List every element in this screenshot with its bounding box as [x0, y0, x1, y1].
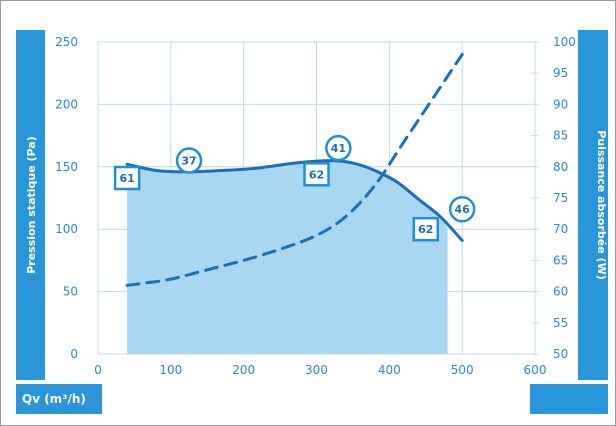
y-right-tick-label: 95 [553, 66, 568, 80]
x-tick-label: 400 [378, 363, 401, 377]
y-axis-right-title: Puissance absorbée (W) [595, 130, 608, 279]
y-axis-left-title: Pression statique (Pa) [25, 136, 38, 274]
y-right-tick-label: 80 [553, 160, 568, 174]
annotation-label: 37 [181, 155, 196, 168]
y-right-tick-label: 70 [553, 222, 568, 236]
x-tick-label: 300 [305, 363, 328, 377]
x-tick-label: 600 [524, 363, 547, 377]
y-left-tick-label: 100 [55, 222, 78, 236]
x-tick-label: 100 [159, 363, 182, 377]
y-right-tick-label: 100 [553, 35, 576, 49]
x-tick-label: 0 [94, 363, 102, 377]
y-left-tick-label: 50 [63, 285, 78, 299]
annotation-label: 46 [455, 203, 471, 216]
annotation-label: 61 [119, 172, 134, 185]
y-left-tick-label: 250 [55, 35, 78, 49]
y-left-tick-label: 150 [55, 160, 78, 174]
operating-area [127, 161, 448, 354]
shaded-area-layer [127, 161, 448, 354]
x-tick-label: 200 [232, 363, 255, 377]
y-right-tick-label: 75 [553, 191, 568, 205]
y-left-tick-label: 0 [70, 347, 78, 361]
x-tick-label: 500 [451, 363, 474, 377]
y-left-tick-label: 200 [55, 97, 78, 111]
y-right-tick-label: 60 [553, 285, 568, 299]
y-right-tick-label: 85 [553, 129, 568, 143]
annotation-label: 62 [418, 223, 433, 236]
annotation-label: 62 [309, 168, 324, 181]
x-axis-title: Qv (m³/h) [22, 392, 86, 406]
y-right-tick-label: 65 [553, 253, 568, 267]
bottom-right-bar [530, 384, 608, 414]
y-right-tick-label: 50 [553, 347, 568, 361]
y-right-tick-label: 55 [553, 316, 568, 330]
annotation-label: 41 [331, 142, 346, 155]
y-right-tick-label: 90 [553, 97, 568, 111]
